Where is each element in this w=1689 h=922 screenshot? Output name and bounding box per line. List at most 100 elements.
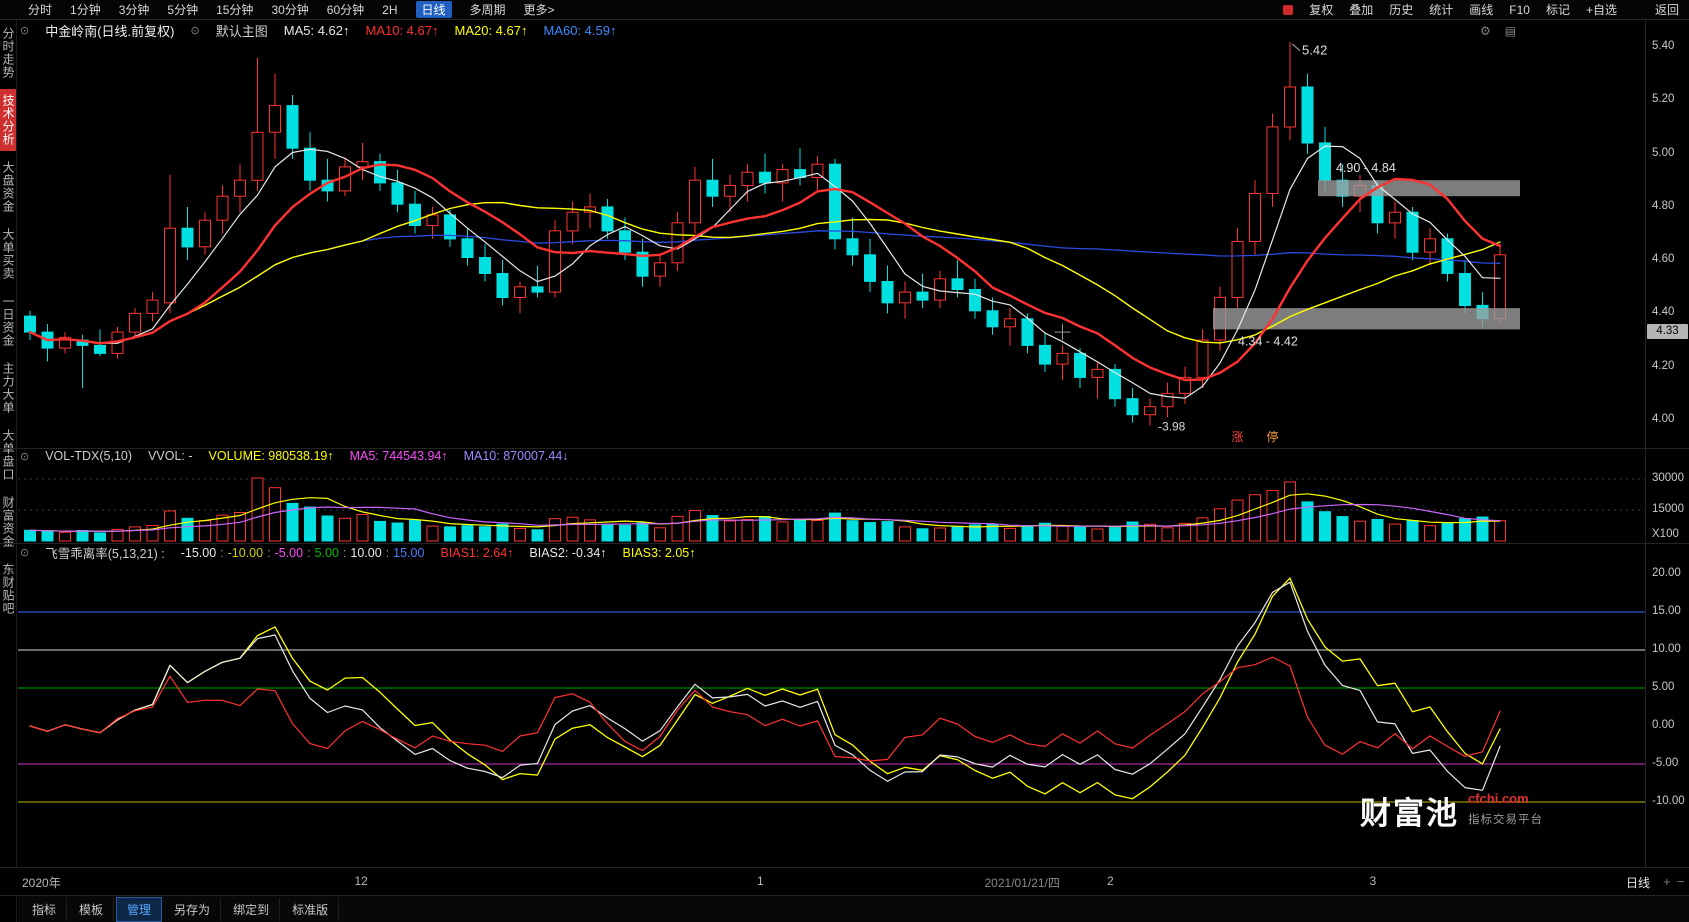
price-axis-label: 5.20: [1652, 93, 1675, 106]
time-axis-label: 2021/01/21/四: [984, 876, 1060, 890]
bias-param: -5.00: [274, 545, 304, 560]
sidebar-item[interactable]: 技术分析: [0, 89, 16, 151]
volume-legend: VOLUME: 980538.19↑: [208, 449, 334, 463]
toolbar-action[interactable]: 历史: [1389, 3, 1414, 17]
toolbar-actions: 复权 叠加 历史 统计 画线 F10 标记 +自选 返回: [1283, 1, 1679, 18]
sidebar-item[interactable]: 一日资金: [1, 295, 15, 347]
period-tab[interactable]: 分时: [28, 3, 53, 17]
period-tab[interactable]: 1分钟: [70, 3, 101, 17]
time-axis: 日线 + − 2020年 12 1 2021/01/21/四 2 3: [0, 868, 1689, 896]
volume-axis-label: 15000: [1652, 503, 1684, 515]
period-tab[interactable]: 更多>: [523, 3, 555, 17]
bias-panel-toggle-icon[interactable]: ⊙: [20, 547, 30, 559]
bias-axis-label: -5.00: [1652, 757, 1679, 769]
brand-tagline: 指标交易平台: [1468, 814, 1543, 826]
layout-icon[interactable]: ▤: [1504, 24, 1517, 38]
time-axis-label: 12: [354, 874, 368, 888]
sidebar-item[interactable]: 东财贴吧: [1, 563, 15, 615]
right-axis: 5.40 5.20 5.00 4.80 4.60 4.40 4.20 4.00 4.33 3000…: [1646, 20, 1689, 868]
layout-toggle-icon[interactable]: ⊙: [190, 24, 200, 37]
separator: :: [385, 545, 390, 560]
brand-domain: cfchi.com: [1468, 791, 1529, 806]
price-axis-label: 4.20: [1652, 359, 1675, 372]
period-tab[interactable]: 60分钟: [326, 3, 365, 17]
time-axis-label: 2: [1107, 874, 1114, 888]
volume-panel-toggle-icon[interactable]: ⊙: [20, 450, 30, 463]
volume-axis-label: 30000: [1652, 472, 1684, 484]
ma10-legend: MA10: 4.67↑: [365, 22, 439, 38]
bottom-tab[interactable]: 绑定到: [223, 897, 281, 921]
bottom-tab[interactable]: 管理: [116, 896, 163, 922]
volume-axis-label: X100: [1652, 528, 1679, 540]
bias-param: -15.00: [180, 545, 217, 560]
left-sidebar: 分时走势技术分析大盘资金大单买卖一日资金主力大单大单盘口财富资金东财贴吧: [0, 20, 17, 922]
separator: :: [342, 545, 347, 560]
panel-divider: [0, 895, 1689, 896]
period-tab[interactable]: 日线: [415, 1, 452, 18]
ma60-legend: MA60: 4.59↑: [543, 22, 617, 38]
period-tab[interactable]: 15分钟: [216, 3, 254, 17]
volume-ma5-legend: MA5: 744543.94↑: [349, 449, 448, 463]
axis-separator: [1645, 20, 1646, 868]
bias-axis-label: 20.00: [1652, 567, 1681, 579]
toolbar-action[interactable]: 画线: [1469, 3, 1494, 17]
price-axis-label: 4.60: [1652, 253, 1675, 266]
bottom-tab[interactable]: 另存为: [164, 897, 222, 921]
timeframe-label[interactable]: 日线: [1626, 876, 1651, 890]
main-layout-label[interactable]: 默认主图: [215, 23, 268, 39]
svg-text:5.42: 5.42: [1302, 43, 1327, 58]
time-axis-label: 2020年: [22, 876, 61, 890]
sidebar-item[interactable]: 大单盘口: [1, 429, 15, 481]
sidebar-item[interactable]: 大单买卖: [1, 228, 15, 280]
toolbar-action[interactable]: 复权: [1309, 3, 1334, 17]
bias-axis-label: 10.00: [1652, 643, 1681, 655]
bias-param: 10.00: [350, 545, 382, 560]
toolbar-action[interactable]: F10: [1509, 2, 1530, 17]
gear-icon[interactable]: ⚙: [1480, 24, 1491, 38]
sidebar-item[interactable]: 大盘资金: [1, 161, 15, 213]
adjust-flag-icon[interactable]: [1283, 4, 1294, 15]
price-axis-label: 5.00: [1652, 146, 1675, 159]
period-tab[interactable]: 2H: [382, 2, 398, 17]
site-watermark: 财富池 cfchi.com 指标交易平台: [1360, 788, 1543, 833]
volume-panel-header: ⊙ VOL-TDX(5,10) VVOL: - VOLUME: 980538.1…: [20, 449, 569, 463]
bias3-legend: BIAS3: 2.05↑: [622, 545, 696, 560]
toolbar-action[interactable]: 返回: [1654, 3, 1679, 17]
period-tab[interactable]: 5分钟: [167, 3, 199, 17]
period-tab[interactable]: 30分钟: [271, 3, 309, 17]
main-price-chart[interactable]: 5.42 -3.98 4.90 - 4.84 4.34 - 4.42 涨 停: [18, 40, 1645, 448]
toolbar-action[interactable]: 统计: [1429, 3, 1454, 17]
zoom-in-icon[interactable]: +: [1663, 874, 1671, 889]
bottom-tab[interactable]: 指标: [22, 897, 68, 921]
panel-divider: [0, 867, 1689, 868]
bias-param: 15.00: [393, 545, 425, 560]
current-price-tag: 4.33: [1647, 324, 1688, 340]
bias-axis-label: -10.00: [1652, 795, 1685, 807]
stock-icon: ⊙: [20, 24, 30, 37]
toolbar-action[interactable]: +自选: [1585, 3, 1617, 17]
period-tab[interactable]: 多周期: [469, 3, 506, 17]
stock-title: 中金岭南(日线.前复权): [45, 23, 175, 39]
svg-text:停: 停: [1267, 429, 1279, 444]
svg-text:-3.98: -3.98: [1158, 419, 1186, 433]
bias-params: -15.00 : -10.00 : -5.00 : 5.00 : 10.00 :…: [181, 546, 425, 560]
bias-axis-label: 15.00: [1652, 605, 1681, 617]
sidebar-item[interactable]: 主力大单: [1, 362, 15, 414]
sidebar-item[interactable]: 分时走势: [1, 27, 15, 79]
bottom-tab[interactable]: 标准版: [282, 897, 340, 921]
chart-corner-tools: ⚙ ▤: [1480, 24, 1516, 38]
panel-divider: [0, 448, 1689, 449]
svg-text:4.90 - 4.84: 4.90 - 4.84: [1336, 161, 1396, 175]
bias-chart[interactable]: [18, 562, 1645, 868]
toolbar-action[interactable]: 叠加: [1349, 3, 1374, 17]
ma20-legend: MA20: 4.67↑: [454, 22, 528, 38]
toolbar-action[interactable]: 标记: [1545, 3, 1570, 17]
period-tab[interactable]: 3分钟: [118, 3, 150, 17]
vvol-label: VVOL: -: [148, 449, 193, 463]
time-axis-label: 3: [1369, 874, 1377, 888]
volume-chart[interactable]: [18, 464, 1645, 543]
bottom-tab[interactable]: 模板: [69, 897, 115, 921]
separator: :: [220, 545, 224, 560]
zoom-out-icon[interactable]: −: [1677, 874, 1685, 889]
sidebar-item[interactable]: 财富资金: [1, 496, 15, 548]
